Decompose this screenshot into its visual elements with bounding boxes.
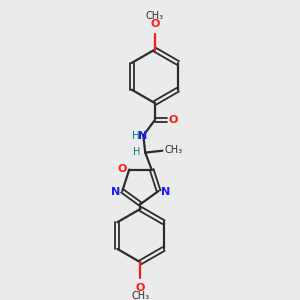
Text: N: N: [111, 187, 120, 197]
Text: O: O: [150, 19, 160, 28]
Text: O: O: [168, 115, 178, 125]
Text: CH₃: CH₃: [131, 291, 149, 300]
Text: CH₃: CH₃: [146, 11, 164, 21]
Text: H: H: [133, 147, 140, 157]
Text: N: N: [138, 131, 147, 141]
Text: O: O: [118, 164, 127, 174]
Text: H: H: [132, 131, 140, 141]
Text: CH₃: CH₃: [165, 145, 183, 155]
Text: N: N: [161, 187, 170, 197]
Text: O: O: [136, 283, 145, 293]
